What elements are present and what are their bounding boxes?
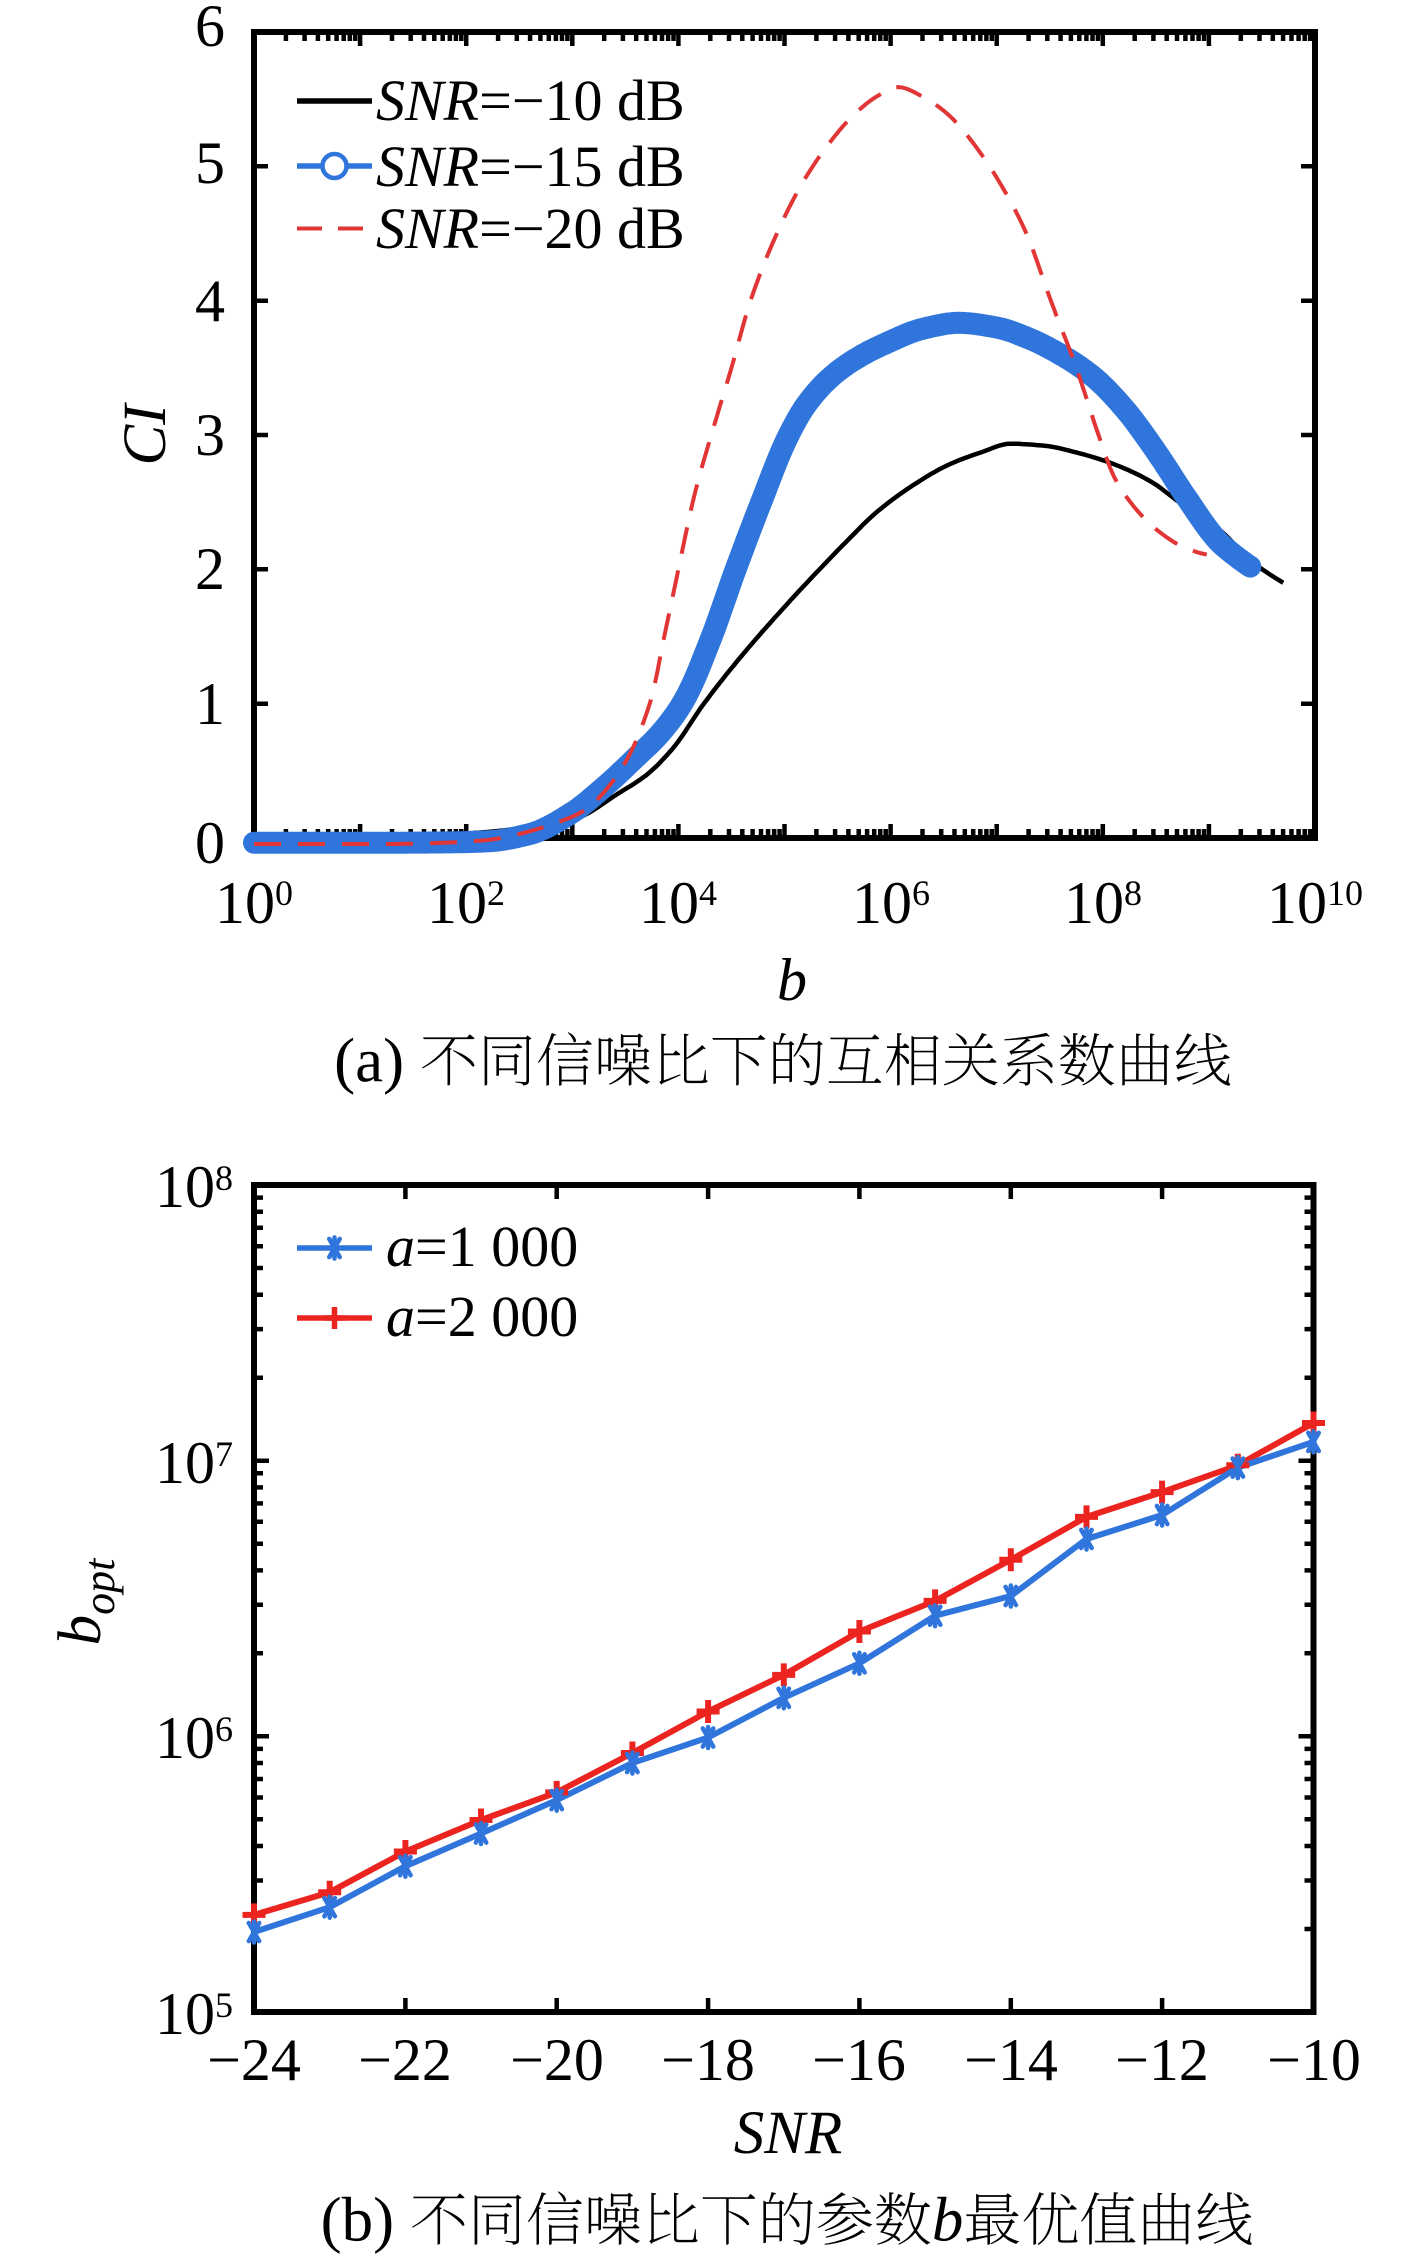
svg-text:−18: −18 bbox=[661, 2027, 755, 2093]
svg-text:SNR=−10 dB: SNR=−10 dB bbox=[376, 68, 685, 133]
svg-text:CI: CI bbox=[112, 402, 179, 466]
svg-text:b: b bbox=[777, 947, 807, 1013]
svg-text:1: 1 bbox=[195, 671, 225, 737]
svg-text:−16: −16 bbox=[812, 2027, 906, 2093]
svg-text:2: 2 bbox=[195, 536, 225, 602]
svg-text:SNR=−15 dB: SNR=−15 dB bbox=[376, 134, 685, 199]
svg-text:a=1 000: a=1 000 bbox=[386, 1214, 578, 1279]
svg-text:SNR: SNR bbox=[734, 2100, 842, 2167]
svg-text:0: 0 bbox=[195, 810, 225, 876]
svg-text:107: 107 bbox=[155, 1430, 233, 1496]
svg-text:−10: −10 bbox=[1267, 2027, 1361, 2093]
svg-text:3: 3 bbox=[195, 402, 225, 468]
svg-text:−12: −12 bbox=[1115, 2027, 1209, 2093]
svg-text:a=2 000: a=2 000 bbox=[386, 1284, 578, 1349]
svg-text:−14: −14 bbox=[964, 2027, 1058, 2093]
svg-text:−24: −24 bbox=[207, 2027, 301, 2093]
svg-text:6: 6 bbox=[195, 0, 225, 59]
svg-text:4: 4 bbox=[195, 268, 225, 334]
svg-text:−22: −22 bbox=[358, 2027, 452, 2093]
svg-text:−20: −20 bbox=[510, 2027, 604, 2093]
svg-text:5: 5 bbox=[195, 130, 225, 196]
svg-text:SNR=−20 dB: SNR=−20 dB bbox=[376, 196, 685, 261]
svg-text:108: 108 bbox=[155, 1154, 233, 1220]
